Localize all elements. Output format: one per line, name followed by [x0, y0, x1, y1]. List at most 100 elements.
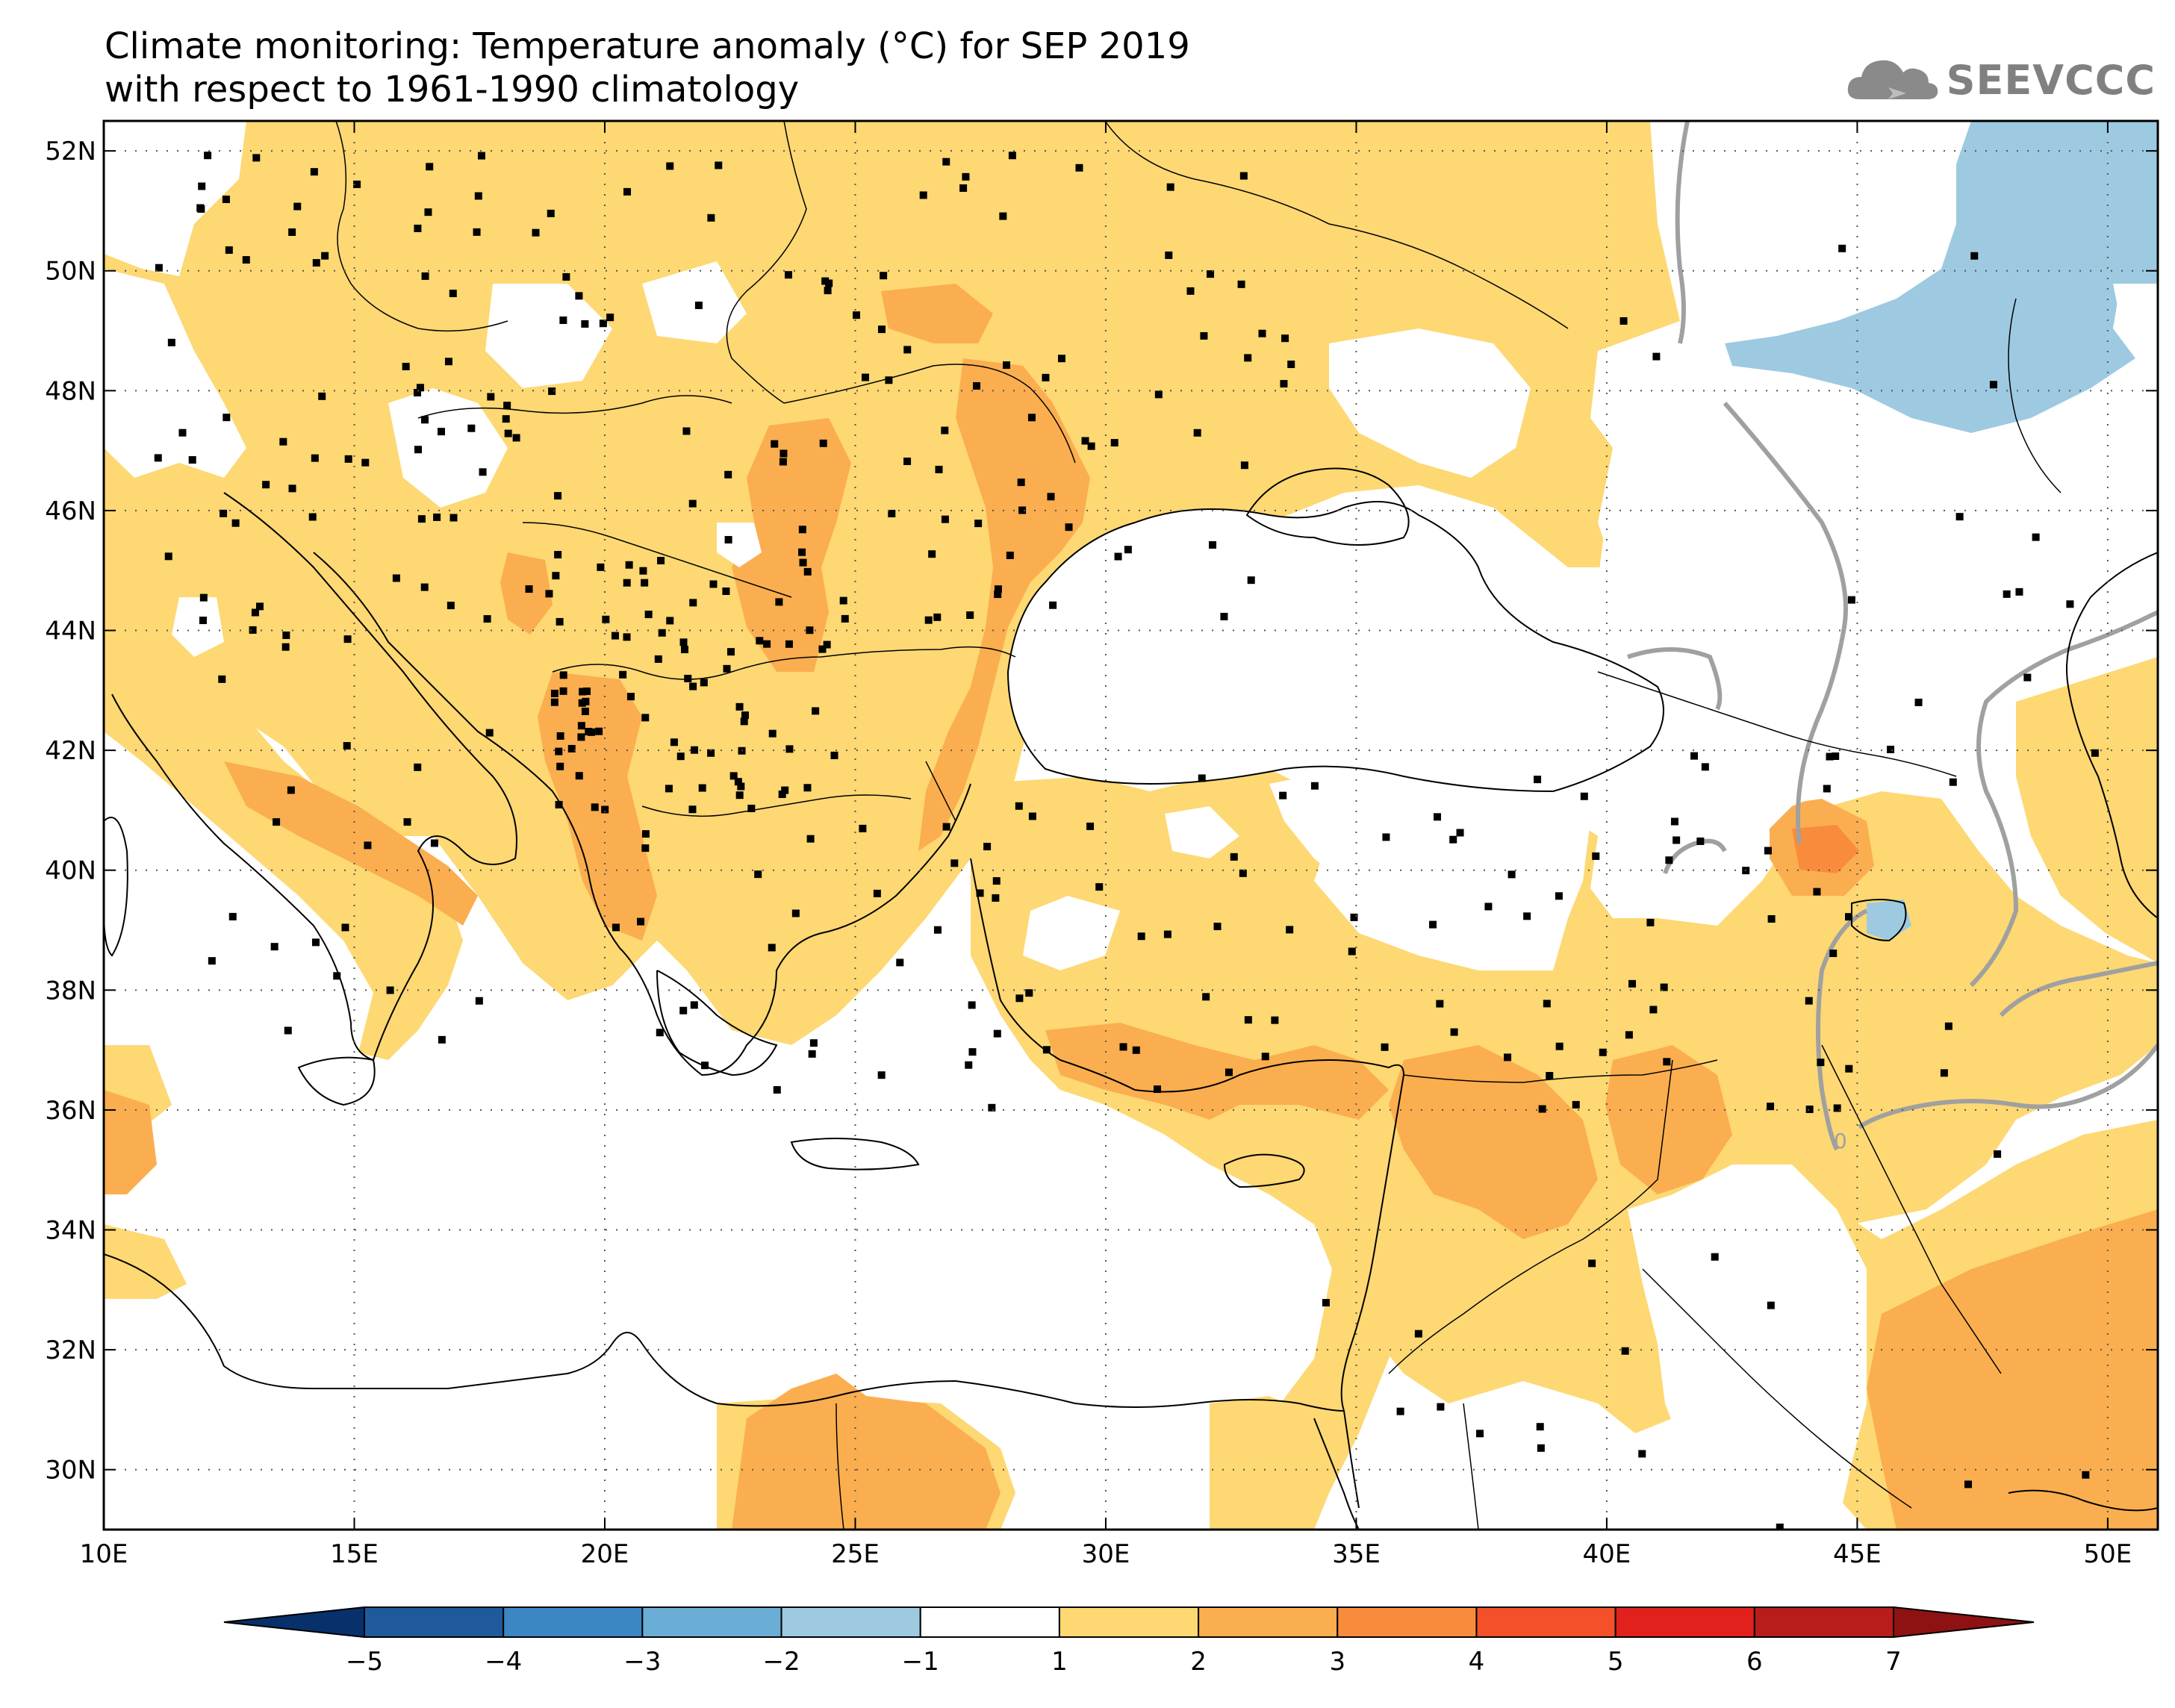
- station-marker: [1124, 546, 1132, 554]
- anomaly-2-3-anatolia: [1045, 1023, 1389, 1120]
- station-marker: [1166, 183, 1174, 191]
- station-marker: [972, 381, 980, 390]
- anomaly-neg-1-2: [1725, 121, 2158, 433]
- station-marker: [819, 439, 827, 447]
- station-marker: [1239, 172, 1248, 180]
- colorbar-label: −3: [623, 1647, 661, 1677]
- y-tick-label: 42N: [45, 736, 96, 766]
- station-marker: [707, 214, 715, 222]
- colorbar-high-arrow: [1893, 1606, 2035, 1639]
- station-marker: [1261, 1053, 1269, 1061]
- station-marker: [976, 889, 984, 897]
- station-marker: [430, 839, 438, 847]
- station-marker: [1396, 1407, 1404, 1415]
- y-tick-label: 40N: [45, 856, 96, 886]
- station-marker: [830, 751, 838, 759]
- station-marker: [438, 1035, 446, 1044]
- station-marker: [1429, 920, 1437, 929]
- station-marker: [935, 465, 943, 473]
- station-marker: [676, 752, 685, 761]
- station-marker: [343, 742, 351, 750]
- station-marker: [740, 717, 748, 726]
- anomaly-2-3-arabia: [1867, 1209, 2158, 1530]
- station-marker: [644, 611, 653, 619]
- station-marker: [602, 615, 610, 623]
- station-marker: [1949, 778, 1957, 786]
- station-marker: [1994, 1150, 2002, 1158]
- station-marker: [583, 687, 591, 695]
- station-marker: [1017, 479, 1025, 487]
- station-marker: [548, 387, 556, 396]
- borders: [335, 121, 2062, 1530]
- station-marker: [1348, 947, 1356, 956]
- station-marker: [1042, 1046, 1051, 1054]
- station-marker: [1279, 791, 1287, 800]
- station-marker: [577, 733, 585, 741]
- station-marker: [1555, 1042, 1563, 1050]
- station-marker: [812, 707, 820, 715]
- y-tick-label: 32N: [45, 1335, 96, 1365]
- station-marker: [1081, 437, 1089, 445]
- station-marker: [941, 515, 949, 523]
- station-marker: [1002, 361, 1010, 370]
- station-marker: [199, 617, 207, 625]
- station-marker: [942, 158, 950, 166]
- station-marker: [1764, 847, 1772, 855]
- station-marker: [665, 785, 673, 793]
- station-marker: [287, 786, 295, 794]
- station-marker: [983, 843, 992, 851]
- station-marker: [1832, 752, 1840, 760]
- station-marker: [487, 393, 495, 401]
- station-marker: [1663, 1058, 1671, 1066]
- station-marker: [1767, 1103, 1775, 1111]
- station-marker: [473, 228, 481, 236]
- station-marker: [483, 615, 491, 623]
- station-marker: [763, 640, 771, 648]
- x-tick-labels: 10E 15E 20E 25E 30E 35E 40E 45E 50E: [80, 1539, 2132, 1569]
- station-marker: [798, 526, 806, 534]
- station-marker: [1114, 552, 1122, 561]
- station-marker: [1244, 1016, 1252, 1024]
- station-marker: [1701, 763, 1709, 771]
- station-marker: [361, 458, 370, 467]
- axis-ticks: [103, 121, 2158, 1530]
- anomaly-2-3-libya: [732, 1374, 1001, 1530]
- station-marker: [1964, 1480, 1973, 1489]
- station-marker: [1280, 380, 1288, 388]
- station-marker: [545, 590, 553, 598]
- station-marker: [924, 616, 933, 624]
- station-marker: [756, 637, 764, 645]
- station-marker: [477, 152, 485, 160]
- station-marker: [2003, 590, 2011, 598]
- y-tick-label: 30N: [45, 1456, 96, 1486]
- station-marker: [1826, 752, 1834, 761]
- station-marker: [1940, 1069, 1948, 1077]
- station-marker: [825, 279, 833, 287]
- station-marker: [402, 363, 410, 371]
- station-marker: [803, 784, 812, 792]
- station-marker: [1673, 836, 1681, 844]
- map-title-line1: Climate monitoring: Temperature anomaly …: [105, 25, 1190, 67]
- station-marker: [968, 1001, 976, 1009]
- station-marker: [988, 1103, 996, 1112]
- colorbar-segment: [1198, 1606, 1339, 1638]
- station-marker: [1507, 870, 1516, 879]
- station-marker: [585, 728, 593, 736]
- station-marker: [1230, 853, 1238, 861]
- colorbar-label: 6: [1746, 1647, 1763, 1677]
- station-marker: [437, 428, 445, 436]
- station-marker: [353, 180, 361, 188]
- station-marker: [1042, 373, 1050, 381]
- station-marker: [1095, 883, 1104, 891]
- colorbar-label: −4: [485, 1647, 522, 1677]
- station-marker: [965, 1061, 973, 1069]
- station-marker: [626, 693, 635, 701]
- station-marker: [1484, 903, 1493, 911]
- station-marker: [861, 373, 869, 381]
- colorbar-segment: [1337, 1606, 1478, 1638]
- anomaly-1-2-caspian: [2016, 657, 2158, 963]
- station-marker: [1220, 612, 1228, 620]
- station-marker: [525, 585, 533, 593]
- station-marker: [612, 923, 620, 932]
- station-marker: [262, 481, 270, 489]
